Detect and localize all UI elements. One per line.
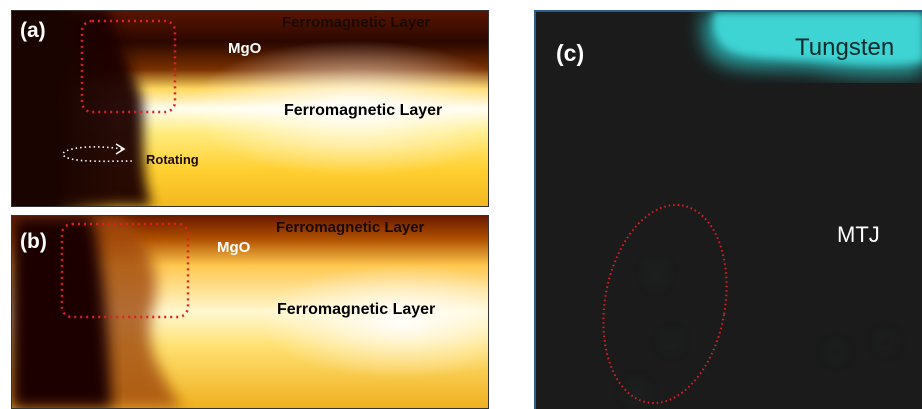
panel-b: (b) Ferromagnetic Layer MgO Ferromagneti…: [11, 215, 489, 409]
panel-label: (b): [20, 230, 47, 253]
tungsten-region: [702, 12, 922, 77]
arrow-head-icon: [115, 143, 126, 155]
layer-label: MgO: [228, 40, 262, 57]
panel-b-heatmap: [12, 216, 488, 408]
layer-label: Ferromagnetic Layer: [282, 14, 431, 31]
electrode-label: Tungsten: [795, 34, 895, 61]
highlight-box: [80, 19, 177, 114]
layer-label: Ferromagnetic Layer: [277, 301, 436, 318]
panel-a-heatmap: [12, 11, 488, 206]
rotation-arrow: [62, 146, 133, 163]
layer-label: Ferromagnetic Layer: [276, 219, 425, 236]
panel-label: (c): [556, 40, 585, 66]
panel-c-map: [602, 12, 922, 405]
junction-label: MTJ: [837, 222, 880, 247]
panel-a: (a) Ferromagnetic Layer MgO Ferromagneti…: [11, 10, 489, 207]
layer-label: MgO: [217, 239, 251, 256]
rotation-label: Rotating: [146, 152, 199, 167]
layer-label: Ferromagnetic Layer: [284, 102, 443, 119]
panel-label: (a): [20, 19, 46, 42]
panel-c: (c) Tungsten MTJ: [534, 10, 922, 409]
highlight-ellipse: [602, 203, 728, 405]
